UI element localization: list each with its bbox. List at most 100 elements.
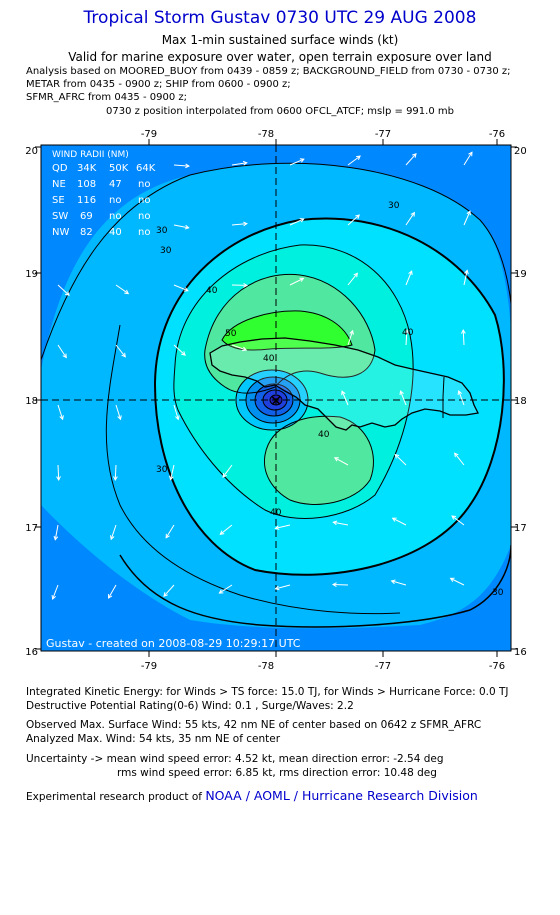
wind-vector-arrowhead: [165, 533, 170, 539]
subtitle-exposure: Valid for marine exposure over water, op…: [68, 50, 492, 64]
wind-vector-arrowhead: [356, 155, 361, 160]
observed-wind-line: Observed Max. Surface Wind: 55 kts, 42 n…: [26, 719, 482, 731]
lon-tick-label: -77: [375, 661, 391, 670]
wind-radii-header-cell: QD: [52, 163, 68, 174]
wind-vector-arrowhead: [113, 476, 118, 482]
wind-vector-arrowhead: [243, 221, 248, 227]
wind-vector-arrow: [219, 584, 233, 594]
wind-vector-arrowhead: [349, 329, 354, 335]
wind-vector-arrowhead: [454, 452, 459, 458]
wind-vector-arrow: [165, 524, 175, 539]
lat-tick-label: 16: [25, 647, 38, 658]
wind-vector-arrowhead: [274, 525, 280, 530]
wind-vector-arrowhead: [394, 453, 400, 459]
wind-vector-arrowhead: [117, 415, 122, 421]
wind-vector-arrow: [341, 391, 349, 406]
wind-vector-arrow: [405, 270, 413, 286]
wind-vector-arrowhead: [299, 218, 305, 223]
wind-vector-arrowhead: [391, 517, 397, 522]
wind-vector-arrow: [231, 162, 247, 166]
wind-vector-arrow: [289, 277, 304, 286]
wind-vector-arrowhead: [451, 515, 457, 520]
wind-vector-arrowhead: [169, 475, 174, 481]
wind-vector-arrowhead: [183, 287, 189, 292]
wind-vector-arrow: [463, 152, 473, 166]
subtitle-winds: Max 1-min sustained surface winds (kt): [161, 33, 399, 47]
wind-radii-cell: no: [109, 195, 121, 206]
lat-tick-label: 19: [514, 269, 527, 280]
contour-label: 40: [263, 354, 275, 364]
contour-label: 40: [402, 328, 414, 338]
wind-vector-arrow: [115, 404, 121, 420]
wind-vector-arrow: [333, 521, 349, 526]
wind-vector-arrowhead: [222, 473, 227, 478]
wind-vector-arrow: [54, 524, 59, 540]
wind-vector-arrowhead: [163, 592, 168, 597]
wind-vector-arrow: [275, 524, 291, 529]
wind-vector-arrowhead: [457, 390, 463, 396]
wind-vector-arrow: [334, 457, 349, 466]
contour-label: 30: [492, 588, 504, 598]
contour-45-north: [204, 273, 376, 394]
wind-radii-cell: 47: [109, 179, 122, 190]
wind-vector-arrowhead: [341, 390, 346, 396]
wind-vector-arrow: [463, 270, 468, 286]
hrd-link[interactable]: NOAA / AOML / Hurricane Research Divisio…: [205, 788, 478, 803]
wind-vector-arrowhead: [62, 353, 67, 359]
wind-radii-cell: 116: [77, 195, 96, 206]
lat-tick-label: 20: [25, 146, 38, 157]
wind-vector-arrow: [462, 329, 465, 346]
wind-radii-cell: no: [138, 179, 150, 190]
wind-vector-arrowhead: [243, 282, 249, 288]
axis-ticks: [35, 139, 517, 657]
wind-vector-arrow: [405, 329, 408, 346]
contour-label: 40: [270, 508, 282, 518]
wind-vector-arrowhead: [51, 594, 56, 600]
wind-vector-arrow: [222, 464, 233, 478]
contour-40: [173, 244, 414, 519]
wind-vector-arrowhead: [53, 535, 59, 541]
wind-radii-cell: SW: [52, 211, 68, 222]
contour-30-west: [105, 324, 401, 615]
analysis-line-2: METAR from 0435 - 0900 z; SHIP from 0600…: [26, 79, 291, 90]
wind-radii-title: WIND RADII (NM): [52, 150, 129, 160]
wind-vector-arrow: [173, 284, 189, 292]
wind-vector-arrowhead: [353, 272, 359, 278]
wind-vector-arrow: [289, 158, 305, 166]
wind-vector-arrowhead: [355, 214, 360, 219]
wind-vector-arrowhead: [59, 415, 64, 421]
wind-vector-arrow: [450, 577, 465, 586]
contour-label: 40: [318, 430, 330, 440]
wind-vector-arrow: [170, 464, 175, 480]
ike-line: Integrated Kinetic Energy: for Winds > T…: [26, 686, 509, 698]
lon-tick-label: -77: [375, 129, 391, 140]
wind-vector-arrowhead: [121, 352, 126, 358]
wind-vector-arrow: [275, 584, 291, 590]
wind-radii-cell: no: [138, 211, 150, 222]
dpr-line: Destructive Potential Rating(0-6) Wind: …: [26, 700, 354, 712]
wind-vector-arrowhead: [404, 328, 410, 334]
lat-tick-label: 16: [514, 647, 527, 658]
wind-radii-cell: 82: [80, 227, 93, 238]
position-line: 0730 z position interpolated from 0600 O…: [106, 106, 454, 117]
wind-radii-header-cell: 34K: [77, 163, 97, 174]
wind-vector-arrowhead: [399, 390, 404, 396]
wind-radii-cell: 40: [109, 227, 122, 238]
wind-vector-arrowhead: [332, 520, 338, 526]
wind-vector-arrow: [347, 330, 354, 346]
lon-tick-label: -79: [141, 129, 157, 140]
wind-vector-arrow: [231, 344, 247, 351]
contour-label: 30: [388, 201, 400, 211]
wind-vector-arrow: [394, 454, 407, 466]
wind-vector-arrowhead: [461, 328, 466, 334]
lat-tick-label: 20: [514, 146, 527, 157]
analysis-line-1: Analysis based on MOORED_BUOY from 0439 …: [26, 66, 511, 77]
wind-vector-arrow: [173, 344, 186, 356]
wind-vector-arrow: [57, 404, 64, 420]
wind-radii-cell: 69: [80, 211, 93, 222]
wind-radii-cell: NW: [52, 227, 69, 238]
wind-vector-arrow: [454, 452, 465, 466]
contour-45-south: [263, 415, 374, 505]
wind-vector-arrow: [347, 155, 361, 166]
lon-tick-label: -76: [489, 129, 505, 140]
